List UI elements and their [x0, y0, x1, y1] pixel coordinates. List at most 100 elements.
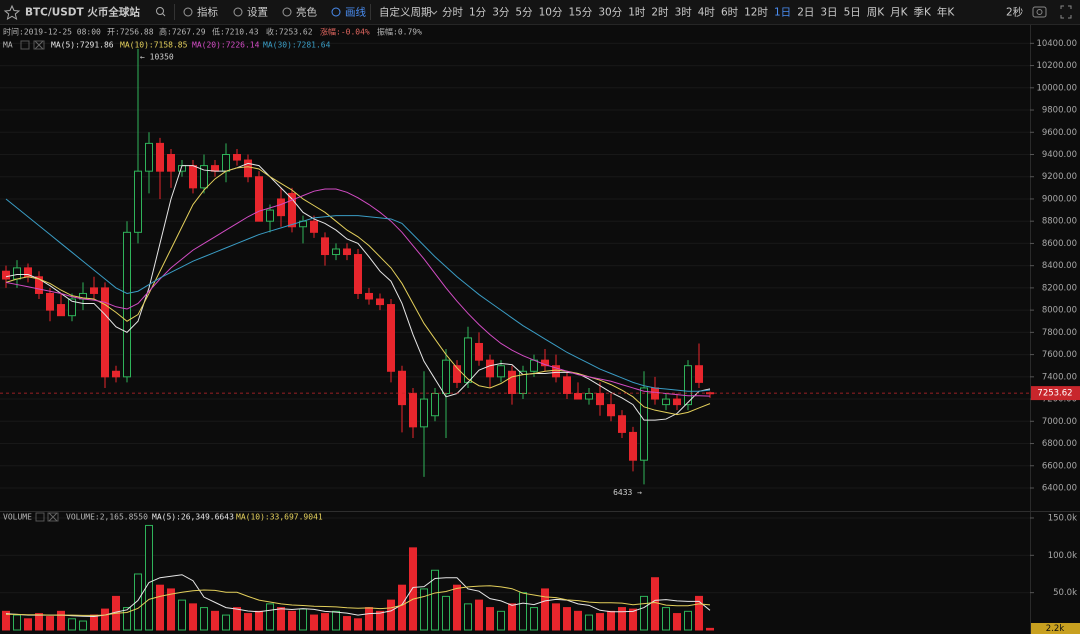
last-volume-label: 2.2k [1046, 624, 1065, 634]
volume-bar [134, 573, 142, 631]
y-tick-label: 8800.00 [1042, 217, 1077, 227]
candle-body [607, 404, 615, 417]
period[interactable]: 30分 [598, 7, 622, 19]
marks [0, 48, 1030, 631]
volume-bar [508, 603, 516, 631]
period[interactable]: 1时 [628, 7, 646, 19]
period[interactable]: 5分 [515, 7, 533, 19]
candle-body [486, 359, 494, 378]
symbol[interactable]: BTC/USDT 火币全球站 [25, 6, 140, 19]
period[interactable]: 年K [937, 6, 955, 19]
period[interactable]: 2时 [651, 7, 669, 19]
screenshot-icon[interactable] [1032, 6, 1047, 18]
dropdown-caret [430, 10, 438, 15]
candle-body [585, 393, 593, 400]
candle-body [101, 287, 109, 378]
volume-bar [552, 603, 560, 631]
info-low: 低:7210.43 [212, 27, 259, 37]
last-price-label: 7253.62 [1037, 389, 1072, 399]
volume-bar [607, 610, 615, 631]
info-change: 涨幅:-0.04% [320, 27, 370, 37]
volume-tick-label: 100.0k [1048, 551, 1077, 561]
period[interactable]: 周K [867, 7, 885, 19]
y-tick-label: 10200.00 [1036, 61, 1077, 71]
volume-bar [310, 614, 318, 631]
period[interactable]: 6时 [721, 7, 739, 19]
candle-body [409, 393, 417, 428]
period[interactable]: 3分 [492, 7, 510, 19]
period[interactable]: 10分 [539, 7, 563, 19]
settings-box[interactable] [35, 512, 45, 522]
period[interactable]: 3时 [675, 7, 693, 19]
fullscreen-icon[interactable] [1060, 5, 1072, 19]
period[interactable]: 季K [914, 7, 932, 19]
candle-body [200, 165, 208, 189]
info-time: 时间:2019-12-25 08:00 [3, 27, 101, 37]
candle-body [233, 153, 241, 161]
period[interactable]: 3日 [820, 7, 837, 19]
volume-bar [167, 588, 175, 631]
volume-bar [211, 610, 219, 631]
volume-bar [68, 618, 76, 631]
candle-body [2, 270, 10, 280]
candle-body [563, 376, 571, 395]
tool[interactable]: 指标 [197, 6, 218, 19]
tool[interactable]: 设置 [247, 7, 268, 19]
search-icon[interactable] [156, 7, 164, 15]
candle-body [145, 142, 153, 172]
volume-bar [640, 595, 648, 631]
period[interactable]: 5日 [844, 7, 861, 19]
period[interactable]: 15分 [568, 7, 592, 19]
period[interactable]: 2日 [797, 7, 814, 19]
candle-body [90, 287, 98, 294]
candle-body [464, 337, 472, 383]
candle-body [222, 153, 230, 172]
volume-bar [321, 613, 329, 631]
candle-body [640, 387, 648, 461]
y-tick-label: 7800.00 [1042, 328, 1077, 338]
candle-body [552, 365, 560, 378]
volume-ma-legend: MA(5):26,349.6643 [152, 513, 234, 522]
tool-icon [233, 7, 243, 17]
y-tick-label: 7600.00 [1042, 350, 1077, 360]
period[interactable]: 分时 [442, 7, 463, 19]
favorite-icon[interactable] [3, 4, 21, 21]
candle-body [376, 298, 384, 306]
volume-bar [376, 610, 384, 631]
annotation: 6433 → [613, 488, 642, 497]
settings-box[interactable] [20, 40, 30, 50]
volume-bar [233, 607, 241, 631]
candle-body [695, 365, 703, 383]
volume-bar [244, 613, 252, 631]
period[interactable]: 月K [890, 7, 908, 19]
volume-bar [365, 607, 373, 631]
ma-line [5, 198, 711, 392]
volume-bar [57, 610, 65, 631]
refresh-rate[interactable]: 2秒 [1006, 6, 1024, 19]
annotation: ← 10350 [140, 52, 174, 61]
candle-body [189, 165, 197, 189]
volume-bar [706, 627, 714, 631]
tool[interactable]: 画线 [345, 6, 366, 19]
custom-period[interactable]: 自定义周期 [379, 6, 432, 19]
tool[interactable]: 亮色 [296, 6, 317, 19]
volume-bar [464, 603, 472, 631]
candle-body [167, 153, 175, 172]
candle-body [321, 237, 329, 256]
period[interactable]: 1分 [469, 7, 487, 19]
close-box[interactable] [34, 40, 44, 50]
candle-body [519, 370, 527, 395]
volume-bar [277, 607, 285, 631]
volume-bar [200, 607, 208, 631]
y-tick-label: 7400.00 [1042, 372, 1077, 382]
y-tick-label: 9200.00 [1042, 172, 1077, 182]
candle-body [255, 176, 263, 222]
period[interactable]: 4时 [698, 7, 716, 19]
volume-bar [79, 620, 87, 631]
candle-body [442, 359, 450, 395]
candle-body [134, 170, 142, 233]
close-box[interactable] [47, 512, 59, 522]
period[interactable]: 1日 [774, 7, 791, 19]
y-tick-label: 8400.00 [1042, 261, 1077, 271]
period[interactable]: 12时 [744, 7, 768, 19]
